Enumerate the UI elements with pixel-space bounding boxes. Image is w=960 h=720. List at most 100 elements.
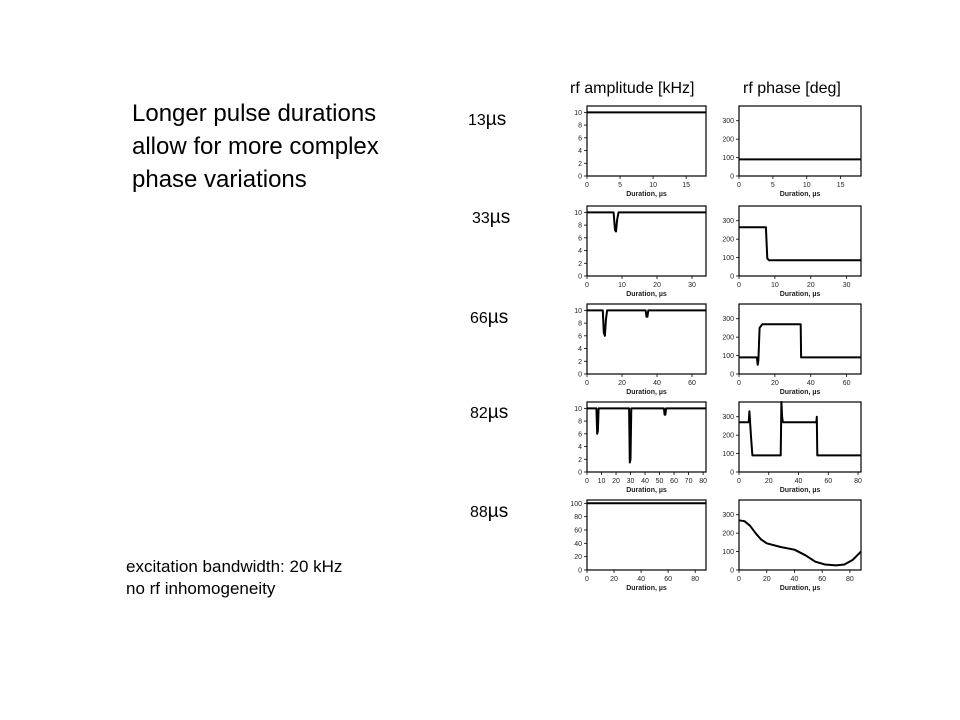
plot-frame	[738, 303, 862, 375]
y-tick-label: 200	[722, 433, 734, 440]
row-label-unit: µs	[485, 109, 507, 130]
x-tick-label: 60	[670, 478, 678, 485]
y-tick-label: 300	[722, 118, 734, 125]
x-tick-label: 0	[585, 576, 589, 583]
y-tick-label: 200	[722, 531, 734, 538]
headline-line-2: allow for more complex	[132, 133, 379, 160]
y-tick-label: 100	[722, 155, 734, 162]
row-label-88us: 88µs	[470, 501, 508, 523]
y-tick-label: 40	[574, 541, 582, 548]
series-line	[739, 323, 861, 366]
x-tick-label: 20	[618, 380, 626, 387]
x-tick-label: 0	[737, 282, 741, 289]
x-tick-label: 20	[612, 478, 620, 485]
footnote-line-2: no rf inhomogeneity	[126, 579, 276, 598]
x-tick-label: 0	[737, 380, 741, 387]
y-tick-label: 20	[574, 554, 582, 561]
y-tick-label: 2	[578, 359, 582, 366]
x-tick-label: 50	[656, 478, 664, 485]
row-label-unit: µs	[487, 307, 509, 328]
x-axis-label: Duration, µs	[626, 191, 667, 198]
y-tick-label: 200	[722, 237, 734, 244]
x-axis-label: Duration, µs	[780, 389, 821, 396]
x-tick-label: 5	[771, 182, 775, 189]
row-label-13us: 13µs	[468, 109, 506, 131]
x-tick-label: 0	[737, 182, 741, 189]
x-tick-label: 80	[699, 478, 707, 485]
y-tick-label: 10	[574, 110, 582, 117]
x-axis-label: Duration, µs	[626, 291, 667, 298]
y-tick-label: 10	[574, 406, 582, 413]
y-tick-label: 0	[730, 274, 734, 281]
y-tick-label: 0	[730, 568, 734, 575]
x-tick-label: 0	[737, 576, 741, 583]
y-tick-label: 80	[574, 514, 582, 521]
slide-headline: Longer pulse durations allow for more co…	[132, 97, 462, 196]
row-label-number: 88	[470, 504, 488, 521]
plot-0-phase: 0 100 200 300 0 5 10 15 Duration, µs	[722, 105, 862, 198]
slide-footnote: excitation bandwidth: 20 kHz no rf inhom…	[126, 556, 342, 600]
series-line	[587, 309, 706, 337]
row-label-33us: 33µs	[472, 207, 510, 229]
y-tick-label: 6	[578, 333, 582, 340]
y-tick-label: 100	[722, 255, 734, 262]
footnote-line-1: excitation bandwidth: 20 kHz	[126, 557, 343, 576]
plot-3-amplitude: 0 2 4 6 8 10 0 10 20 30 40 50 60 70 80 Duration, µs	[574, 401, 707, 494]
plot-frame	[738, 401, 862, 473]
plot-frame	[738, 205, 862, 277]
y-tick-label: 4	[578, 248, 582, 255]
row-label-66us: 66µs	[470, 307, 508, 329]
x-tick-label: 10	[618, 282, 626, 289]
x-tick-label: 15	[837, 182, 845, 189]
x-tick-label: 0	[737, 478, 741, 485]
x-tick-label: 40	[807, 380, 815, 387]
plot-0-amplitude: 0 2 4 6 8 10 0 5 10 15 Duration, µs	[574, 105, 707, 198]
row-label-82us: 82µs	[470, 402, 508, 424]
x-tick-label: 60	[664, 576, 672, 583]
x-tick-label: 20	[763, 576, 771, 583]
y-tick-label: 200	[722, 335, 734, 342]
y-tick-label: 2	[578, 457, 582, 464]
x-axis-label: Duration, µs	[780, 585, 821, 592]
x-tick-label: 70	[685, 478, 693, 485]
column-header-phase: rf phase [deg]	[743, 80, 841, 97]
headline-line-1: Longer pulse durations	[132, 100, 377, 127]
series-line	[738, 519, 862, 567]
x-tick-label: 40	[637, 576, 645, 583]
x-tick-label: 40	[795, 478, 803, 485]
y-tick-label: 300	[722, 218, 734, 225]
x-axis-label: Duration, µs	[626, 389, 667, 396]
x-tick-label: 60	[818, 576, 826, 583]
x-axis-label: Duration, µs	[780, 291, 821, 298]
plot-4-amplitude: 0 20 40 60 80 100 0 20 40 60 80 Duration, µs	[570, 499, 707, 592]
y-tick-label: 10	[574, 308, 582, 315]
x-tick-label: 5	[618, 182, 622, 189]
x-tick-label: 10	[803, 182, 811, 189]
y-tick-label: 8	[578, 223, 582, 230]
y-tick-label: 6	[578, 135, 582, 142]
y-tick-label: 6	[578, 235, 582, 242]
plot-1-phase: 0 100 200 300 0 10 20 30 Duration, µs	[722, 205, 862, 298]
plot-4-phase: 0 100 200 300 0 20 40 60 80 Duration, µs	[722, 499, 862, 592]
x-tick-label: 60	[824, 478, 832, 485]
x-tick-label: 40	[653, 380, 661, 387]
x-tick-label: 20	[765, 478, 773, 485]
y-tick-label: 2	[578, 261, 582, 268]
plot-2-phase: 0 100 200 300 0 20 40 60 Duration, µs	[722, 303, 862, 396]
y-tick-label: 0	[730, 174, 734, 181]
y-tick-label: 300	[722, 316, 734, 323]
x-tick-label: 40	[791, 576, 799, 583]
x-tick-label: 80	[691, 576, 699, 583]
x-tick-label: 80	[854, 478, 862, 485]
plot-frame	[586, 303, 707, 375]
x-tick-label: 20	[771, 380, 779, 387]
x-tick-label: 10	[771, 282, 779, 289]
y-tick-label: 10	[574, 210, 582, 217]
y-tick-label: 8	[578, 123, 582, 130]
plot-3-phase: 0 100 200 300 0 20 40 60 80 Duration, µs	[722, 401, 862, 494]
plot-frame	[586, 499, 707, 571]
plot-frame	[586, 401, 707, 473]
y-tick-label: 4	[578, 346, 582, 353]
y-tick-label: 0	[578, 372, 582, 379]
y-tick-label: 0	[578, 174, 582, 181]
